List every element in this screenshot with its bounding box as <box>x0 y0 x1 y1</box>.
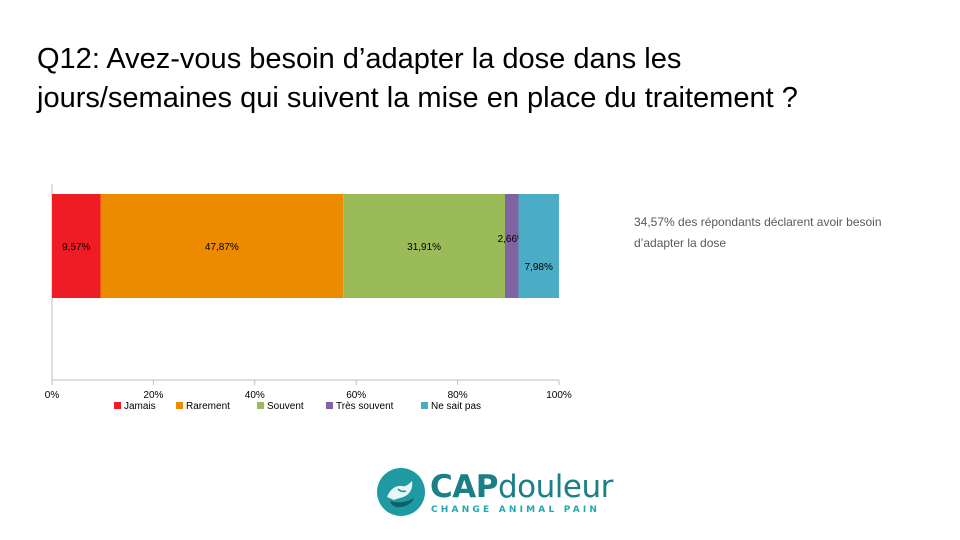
legend-swatch <box>257 402 264 409</box>
title-line-1: Q12: Avez-vous besoin d’adapter la dose … <box>37 43 682 75</box>
legend-swatch <box>114 402 121 409</box>
legend-swatch <box>176 402 183 409</box>
x-tick-label: 40% <box>245 390 265 401</box>
data-label: 31,91% <box>407 242 441 253</box>
title-line-2: jours/semaines qui suivent la mise en pl… <box>37 82 798 114</box>
data-label: 9,57% <box>62 242 90 253</box>
capdouleur-logo: CAPdouleur CHANGE ANIMAL PAIN <box>376 467 636 521</box>
data-label: 2,66% <box>498 234 526 245</box>
summary-note: 34,57% des répondants déclarent avoir be… <box>634 215 882 250</box>
x-tick-label: 20% <box>143 390 163 401</box>
slide-title: Q12: Avez-vous besoin d’adapter la dose … <box>37 40 937 118</box>
x-tick-label: 80% <box>448 390 468 401</box>
legend-label: Ne sait pas <box>431 401 481 412</box>
data-label: 47,87% <box>205 242 239 253</box>
legend-label: Jamais <box>124 401 156 412</box>
data-label: 7,98% <box>525 262 553 273</box>
logo-name-bold: CAP <box>430 469 498 505</box>
legend-label: Souvent <box>267 401 304 412</box>
x-tick-label: 100% <box>546 390 572 401</box>
bar-segment <box>100 194 344 298</box>
x-tick-label: 60% <box>346 390 366 401</box>
legend-label: Très souvent <box>336 401 394 412</box>
legend-label: Rarement <box>186 401 230 412</box>
legend-swatch <box>421 402 428 409</box>
x-tick-label: 0% <box>45 390 60 401</box>
bar-segment <box>52 194 101 298</box>
logo-name-light: douleur <box>497 469 613 505</box>
logo-tagline: CHANGE ANIMAL PAIN <box>431 505 601 515</box>
logo-emblem-icon <box>377 468 425 516</box>
logo-name: CAPdouleur <box>430 469 613 505</box>
legend-swatch <box>326 402 333 409</box>
bar-segment <box>343 194 506 298</box>
bar-segment <box>518 194 559 298</box>
bar-segment <box>505 194 519 298</box>
